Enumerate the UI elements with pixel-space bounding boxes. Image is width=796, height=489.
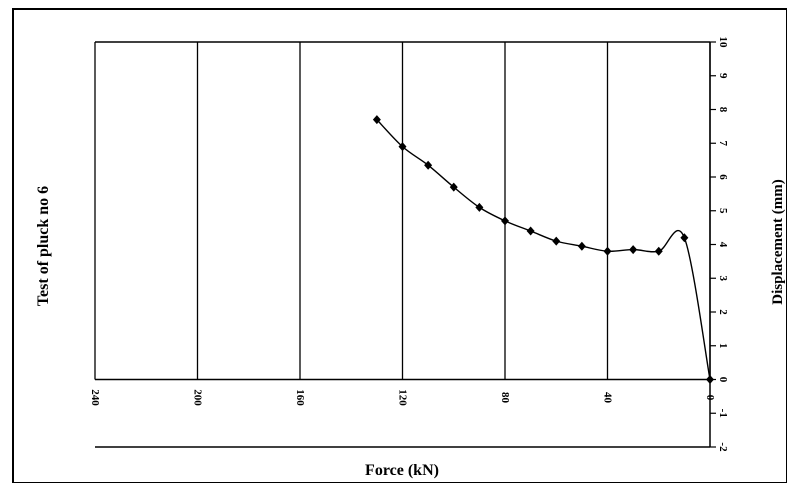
y-tick-label: 0 <box>717 377 729 383</box>
y-tick-label: 8 <box>717 107 729 113</box>
y-tick-labels: -2 -1 0 1 2 3 4 5 6 7 8 9 10 <box>717 37 729 453</box>
x-tick-label: 0 <box>704 395 716 401</box>
chart-title: Test of pluck no 6 <box>35 186 52 306</box>
y-axis-label: Displacement (mm) <box>770 179 786 304</box>
grid <box>94 42 711 380</box>
x-tick-label: 120 <box>397 389 409 406</box>
data-point <box>424 160 433 170</box>
y-tick-label: 9 <box>717 73 729 79</box>
x-tick-labels: 240 200 160 120 80 40 0 <box>89 389 716 406</box>
x-axis-label: Force (kN) <box>365 462 439 479</box>
data-point <box>680 233 689 243</box>
y-tick-label: -1 <box>717 409 729 418</box>
data-point <box>398 142 407 152</box>
x-tick-label: 160 <box>294 389 306 406</box>
data-point <box>706 375 714 384</box>
series-line <box>376 119 711 380</box>
y-tick-label: 3 <box>717 276 729 282</box>
data-point <box>654 246 663 256</box>
data-point <box>449 182 458 192</box>
x-tick-label: 200 <box>192 389 204 406</box>
data-point <box>603 246 612 256</box>
x-tick-label: 80 <box>499 392 511 404</box>
y-tick-label: 7 <box>717 141 729 147</box>
x-tick-label: 40 <box>602 392 614 404</box>
data-point <box>475 202 484 212</box>
data-point <box>577 241 586 251</box>
data-point <box>526 226 535 236</box>
y-tick-label: 4 <box>717 242 729 248</box>
y-tick-label: 1 <box>717 343 729 349</box>
y-tick-label: 2 <box>717 309 729 315</box>
axes <box>95 41 716 448</box>
data-point <box>552 236 561 246</box>
y-tick-label: -2 <box>717 442 729 452</box>
y-tick-label: 10 <box>717 37 729 49</box>
x-tick-label: 240 <box>89 389 101 406</box>
data-point <box>629 245 638 255</box>
chart-frame <box>12 8 787 483</box>
y-tick-label: 6 <box>717 174 729 180</box>
y-tick-label: 5 <box>717 208 729 214</box>
data-point <box>372 115 381 125</box>
data-point <box>501 216 509 226</box>
series <box>372 115 714 384</box>
